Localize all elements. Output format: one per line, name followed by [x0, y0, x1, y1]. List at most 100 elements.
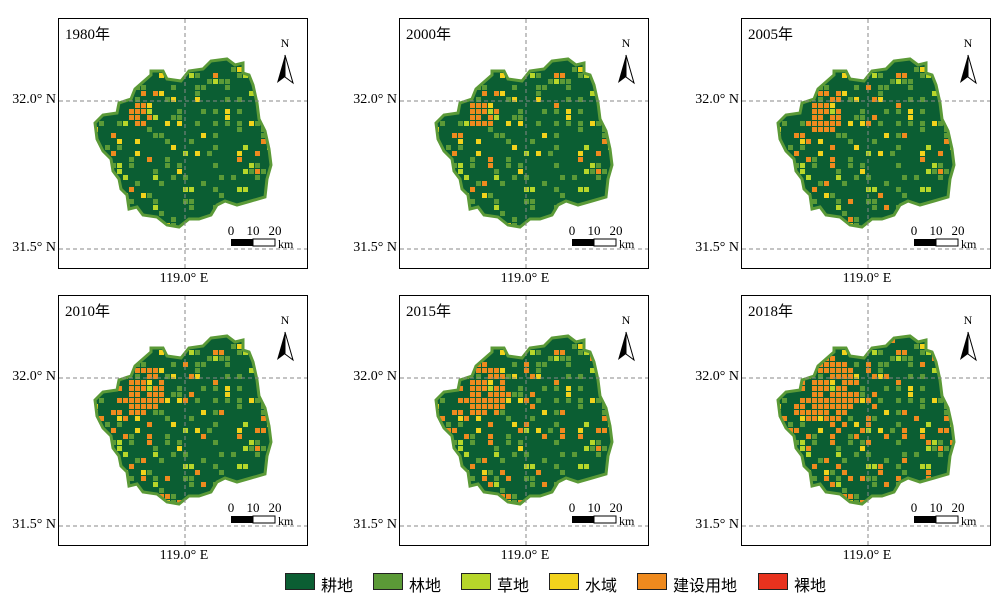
landuse-cell	[129, 380, 134, 385]
landuse-cell	[153, 446, 158, 451]
landuse-cell	[518, 121, 523, 126]
north-label: N	[964, 36, 973, 50]
landuse-cell	[488, 109, 493, 114]
legend-label: 裸地	[794, 576, 827, 595]
landuse-cell	[117, 446, 122, 451]
landuse-cell	[458, 163, 463, 168]
landuse-cell	[812, 416, 817, 421]
landuse-cell	[560, 205, 565, 210]
landuse-cell	[482, 193, 487, 198]
map-frame: N 0 10 20 km 2018年	[741, 295, 991, 546]
lat-label-31-5: 31.5° N	[353, 517, 397, 532]
landuse-cell	[608, 103, 612, 108]
landuse-cell	[824, 193, 829, 198]
landuse-cell	[177, 392, 182, 397]
landuse-cell	[782, 61, 787, 66]
landuse-cell	[105, 500, 110, 504]
landuse-cell	[470, 109, 475, 114]
landuse-cell	[464, 175, 469, 180]
landuse-cell	[800, 500, 805, 504]
landuse-cell	[273, 458, 278, 463]
panel-year-label: 2018年	[748, 304, 794, 320]
landuse-cell	[848, 404, 853, 409]
landuse-cell	[476, 109, 481, 114]
landuse-cell	[111, 205, 116, 210]
landuse-cell	[452, 133, 457, 138]
landuse-cell	[908, 362, 913, 367]
landuse-cell	[95, 368, 98, 373]
landuse-cell	[578, 157, 583, 162]
landuse-cell	[818, 374, 823, 379]
landuse-cell	[920, 127, 925, 132]
landuse-cell	[542, 85, 547, 90]
landuse-cell	[854, 97, 859, 102]
landuse-cell	[249, 59, 254, 60]
landuse-cell	[123, 368, 128, 373]
panel-year-label: 2015年	[406, 304, 452, 320]
landuse-cell	[129, 488, 134, 493]
landuse-cell	[944, 386, 949, 391]
landuse-cell	[830, 482, 835, 487]
landuse-cell	[788, 211, 793, 216]
landuse-cell	[273, 193, 278, 198]
landuse-cell	[488, 440, 493, 445]
landuse-cell	[458, 446, 463, 451]
landuse-cell	[95, 362, 98, 367]
landuse-cell	[99, 61, 104, 66]
landuse-cell	[836, 169, 841, 174]
landuse-cell	[111, 199, 116, 204]
landuse-cell	[854, 452, 859, 457]
landuse-cell	[518, 440, 523, 445]
landuse-cell	[896, 73, 901, 78]
landuse-cell	[554, 356, 559, 361]
landuse-cell	[494, 133, 499, 138]
landuse-cell	[500, 410, 505, 415]
landuse-cell	[830, 422, 835, 427]
landuse-cell	[614, 422, 619, 427]
landuse-cell	[177, 446, 182, 451]
landuse-cell	[482, 181, 487, 186]
landuse-cell	[267, 103, 271, 108]
landuse-cell	[261, 386, 266, 391]
landuse-cell	[818, 410, 823, 415]
landuse-cell	[812, 199, 817, 204]
landuse-cell	[848, 157, 853, 162]
landuse-cell	[778, 458, 781, 463]
landuse-cell	[596, 482, 601, 487]
landuse-cell	[95, 67, 98, 72]
landuse-cell	[890, 79, 895, 84]
landuse-cell	[213, 79, 218, 84]
landuse-cell	[147, 374, 152, 379]
legend-swatch	[285, 573, 315, 590]
landuse-cell	[488, 380, 493, 385]
landuse-cell	[818, 103, 823, 108]
landuse-cell	[129, 163, 134, 168]
landuse-cell	[944, 506, 949, 511]
landuse-cell	[830, 157, 835, 162]
landuse-cell	[842, 410, 847, 415]
landuse-cell	[255, 175, 260, 180]
landuse-cell	[195, 121, 200, 126]
landuse-cell	[470, 386, 475, 391]
north-arrow-icon: N	[277, 313, 294, 362]
landuse-cell	[249, 169, 254, 174]
landuse-cell	[932, 59, 937, 60]
legend-swatch	[373, 573, 403, 590]
landuse-cell	[782, 458, 787, 463]
landuse-cell	[147, 398, 152, 403]
landuse-cell	[95, 458, 98, 463]
landuse-cell	[231, 452, 236, 457]
landuse-cell	[800, 139, 805, 144]
landuse-cell	[884, 482, 889, 487]
landuse-cell	[201, 362, 206, 367]
landuse-cell	[189, 416, 194, 421]
landuse-cell	[458, 422, 463, 427]
north-arrow-icon: N	[618, 313, 635, 362]
landuse-cell	[530, 73, 535, 78]
landuse-cell	[530, 476, 535, 481]
landuse-cell	[255, 446, 260, 451]
landuse-cell	[902, 193, 907, 198]
landuse-cell	[806, 175, 811, 180]
landuse-cell	[878, 398, 883, 403]
